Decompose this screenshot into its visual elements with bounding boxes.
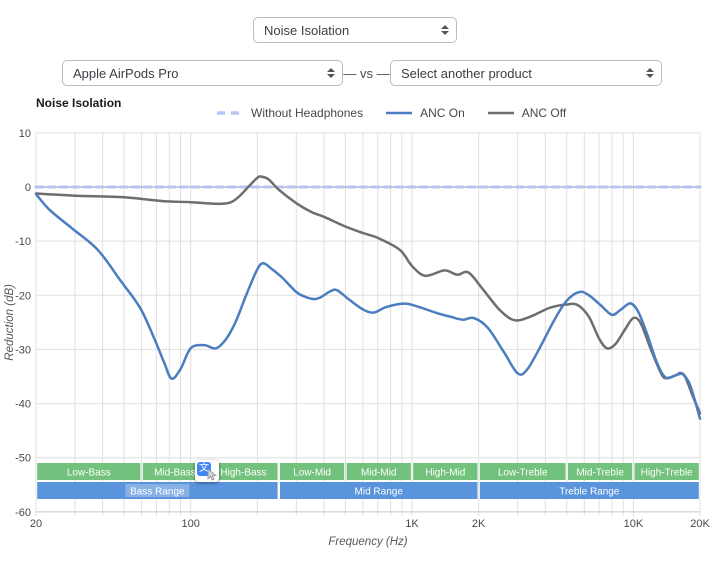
metric-select-value: Noise Isolation: [264, 22, 350, 38]
gridlines: [35, 132, 701, 516]
left-product-select[interactable]: Apple AirPods Pro: [62, 60, 343, 86]
frequency-bands: Low-Bass Mid-Bass High-Bass Low-Mid Mid-Mid H…: [37, 463, 699, 499]
left-product-select-value: Apple AirPods Pro: [73, 65, 179, 81]
band-bass-range: Bass Range: [37, 482, 278, 499]
legend-item-anc-on: ANC On: [385, 106, 465, 120]
x-tick-20: 20: [30, 518, 42, 530]
band-high-treble: High-Treble: [634, 463, 699, 480]
band-low-treble: Low-Treble: [479, 463, 566, 480]
y-tick--20: -20: [15, 290, 31, 302]
legend-label-anc-on: ANC On: [420, 106, 465, 120]
band-high-mid: High-Mid: [413, 463, 478, 480]
y-tick--40: -40: [15, 399, 31, 411]
svg-text:High-Bass: High-Bass: [220, 468, 266, 479]
right-product-select[interactable]: Select another product: [390, 60, 662, 86]
right-product-select-value: Select another product: [401, 65, 532, 81]
svg-text:High-Mid: High-Mid: [425, 468, 465, 479]
y-tick-0: 0: [25, 182, 31, 194]
svg-text:Treble Range: Treble Range: [559, 487, 620, 498]
x-tick-10K: 10K: [624, 518, 644, 530]
x-axis-label: Frequency (Hz): [328, 536, 407, 548]
x-tick-100: 100: [182, 518, 200, 530]
y-axis-label: Reduction (dB): [4, 284, 16, 361]
legend-marker-anc-on: [386, 111, 413, 115]
y-tick--50: -50: [15, 453, 31, 465]
svg-text:Mid Range: Mid Range: [355, 487, 404, 498]
x-tick-20K: 20K: [690, 518, 710, 530]
legend-marker-anc-off: [487, 111, 514, 115]
y-tick--10: -10: [15, 236, 31, 248]
legend-item-without-headphones: Without Headphones: [216, 106, 363, 120]
select-stepper-icon: [646, 68, 654, 78]
legend-item-anc-off: ANC Off: [487, 106, 566, 120]
svg-text:Mid-Treble: Mid-Treble: [576, 468, 624, 479]
legend-label-without-headphones: Without Headphones: [251, 106, 364, 120]
svg-text:Mid-Mid: Mid-Mid: [361, 468, 397, 479]
band-low-bass: Low-Bass: [37, 463, 141, 480]
band-mid-treble: Mid-Treble: [567, 463, 633, 480]
translate-logo-icon: 文: [197, 462, 211, 476]
x-axis-ticks: 20 100 1K 2K 10K 20K: [30, 518, 711, 530]
cursor-arrow-icon: [207, 469, 217, 481]
svg-text:Low-Mid: Low-Mid: [293, 468, 331, 479]
series-anc-on: [34, 192, 702, 420]
noise-isolation-chart: 20 100 1K 2K 10K 20K100-10-20-30-40-50-60Freq…: [4, 128, 711, 548]
legend-label-anc-off: ANC Off: [521, 106, 567, 120]
svg-text:Low-Bass: Low-Bass: [67, 468, 111, 479]
select-stepper-icon: [441, 25, 449, 35]
svg-text:Low-Treble: Low-Treble: [498, 468, 548, 479]
band-mid-range: Mid Range: [279, 482, 478, 499]
band-high-bass: High-Bass: [209, 463, 278, 480]
band-low-mid: Low-Mid: [279, 463, 345, 480]
band-treble-range: Treble Range: [479, 482, 699, 499]
band-mid-mid: Mid-Mid: [346, 463, 411, 480]
x-tick-2K: 2K: [472, 518, 486, 530]
translate-selection-icon[interactable]: 文: [195, 460, 219, 482]
band-mid-bass: Mid-Bass: [142, 463, 208, 480]
vs-label: — vs —: [343, 65, 390, 81]
svg-text:High-Treble: High-Treble: [641, 468, 693, 479]
x-tick-1K: 1K: [405, 518, 419, 530]
y-axis-ticks: 10 0 -10 -20 -30 -40 -50 -60: [15, 128, 31, 519]
chart-title: Noise Isolation: [36, 96, 122, 110]
chart-legend: Without Headphones ANC On ANC Off: [216, 106, 566, 120]
select-stepper-icon: [327, 68, 335, 78]
series-anc-off: [34, 175, 702, 415]
metric-select[interactable]: Noise Isolation: [253, 17, 457, 43]
svg-text:Mid-Bass: Mid-Bass: [154, 468, 196, 479]
y-tick--30: -30: [15, 344, 31, 356]
y-tick-10: 10: [19, 128, 31, 140]
svg-text:Bass Range: Bass Range: [130, 487, 185, 498]
y-tick--60: -60: [15, 507, 31, 519]
legend-marker-without-headphones: [217, 111, 243, 115]
